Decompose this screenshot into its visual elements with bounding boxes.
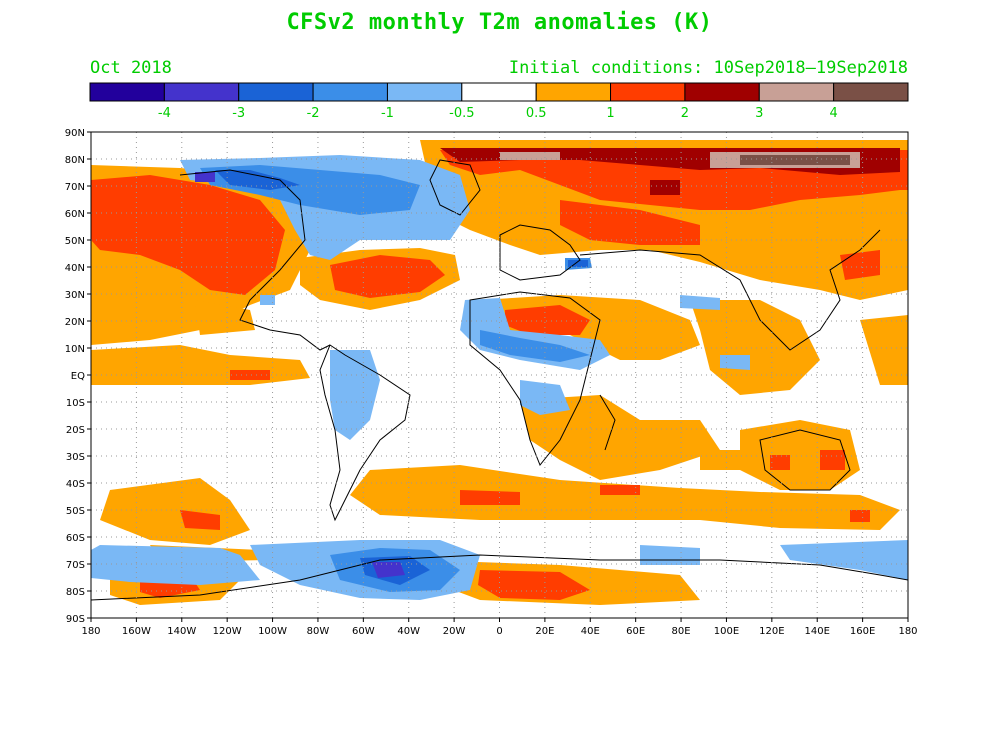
anomaly-shading [91,140,908,605]
lat-label: 60N [65,209,85,220]
lon-label: 60W [352,626,375,637]
latitude-labels: 90N 80N 70N 60N 50N 40N 30N 20N 10N EQ 10S 20S 30S 40… [65,128,91,625]
lon-label: 120E [759,626,784,637]
initial-conditions-label: Initial conditions: 10Sep2018–19Sep2018 [508,58,908,78]
lat-label: 30S [66,452,85,463]
lon-label: 160W [122,626,151,637]
lat-label: 50S [66,506,85,517]
map-title: CFSv2 monthly T2m anomalies (K) [286,10,713,35]
colorbar-label: -4 [158,106,171,121]
lat-label: 90N [65,128,85,139]
colorbar-label: 3 [755,106,763,121]
colorbar-labels: -4 -3 -2 -1 -0.5 0.5 1 2 3 4 [158,106,838,121]
colorbar-label: 0.5 [526,106,547,121]
lat-label: 30N [65,290,85,301]
lon-label: 40E [581,626,600,637]
colorbar-boxes [89,82,909,102]
colorbar: -4 -3 -2 -1 -0.5 0.5 1 2 3 4 [89,82,909,121]
lat-label: 20N [65,317,85,328]
lon-label: 120W [213,626,242,637]
lat-label: 40S [66,479,85,490]
lat-label: 10N [65,344,85,355]
valid-month-label: Oct 2018 [90,58,172,78]
lat-label: 70N [65,182,85,193]
colorbar-label: -1 [381,106,394,121]
lat-label: 50N [65,236,85,247]
lon-label: 60E [626,626,645,637]
lon-label: 100W [258,626,287,637]
lat-label: 10S [66,398,85,409]
lon-label: 0 [496,626,502,637]
colorbar-label: 2 [681,106,689,121]
lon-label: 40W [397,626,420,637]
colorbar-label: 4 [829,106,837,121]
lat-label: 70S [66,560,85,571]
lon-label: 180 [898,626,917,637]
lon-label: 180 [81,626,100,637]
colorbar-box [833,82,909,102]
lon-label: 160E [850,626,875,637]
colorbar-label: -3 [232,106,245,121]
colorbar-label: 1 [606,106,614,121]
lon-label: 20E [535,626,554,637]
anomaly-warm-5 [740,155,850,165]
lon-label: 20W [443,626,466,637]
lat-label: 60S [66,533,85,544]
lon-label: 80W [307,626,330,637]
colorbar-label: -0.5 [449,106,474,121]
colorbar-label: -2 [307,106,320,121]
coastlines [91,159,908,601]
lat-label: 80N [65,155,85,166]
lon-label: 140E [805,626,830,637]
anomaly-cool-4 [195,172,405,578]
lat-label: EQ [71,371,85,382]
lon-label: 140W [167,626,196,637]
lon-label: 100E [714,626,739,637]
lat-label: 20S [66,425,85,436]
lon-label: 80E [672,626,691,637]
grid-lines [91,132,908,618]
lat-label: 80S [66,587,85,598]
lat-label: 90S [66,614,85,625]
lat-label: 40N [65,263,85,274]
longitude-labels: 180 160W 140W 120W 100W 80W 60W 40W 20W 0 20E 40E 60… [81,618,918,637]
